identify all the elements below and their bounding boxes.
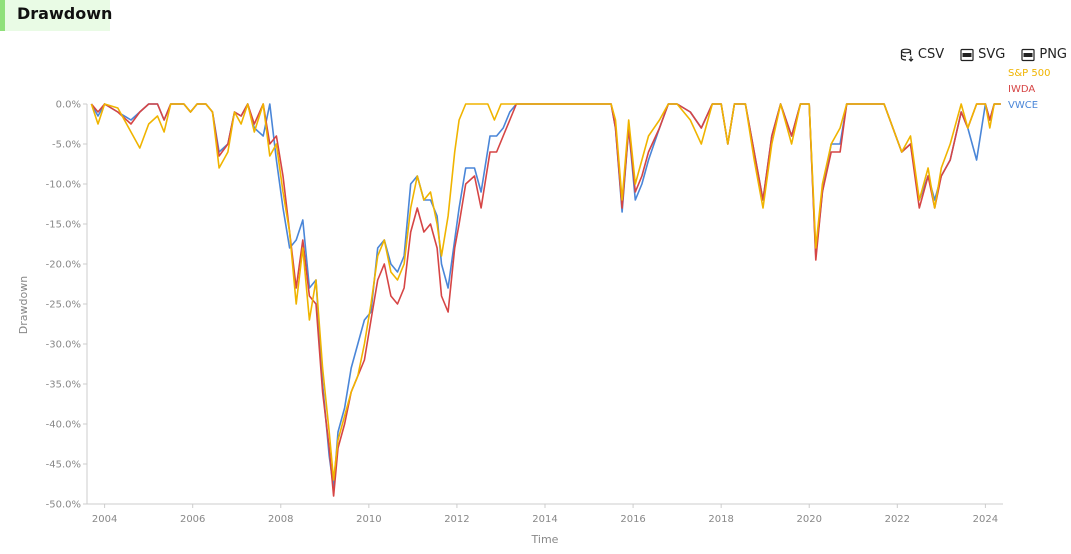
- y-axis-label: Drawdown: [17, 276, 30, 334]
- x-tick-label: 2020: [797, 514, 822, 525]
- series-line-s-p-500: [90, 103, 1001, 481]
- x-tick-label: 2004: [92, 514, 117, 525]
- x-tick-label: 2008: [268, 514, 293, 525]
- x-tick-label: 2022: [885, 514, 910, 525]
- y-tick-label: -25.0%: [46, 300, 81, 311]
- y-tick-label: -10.0%: [46, 180, 81, 191]
- png-file-icon: [1021, 48, 1035, 61]
- csv-button[interactable]: CSV: [900, 47, 944, 62]
- series-line-iwda: [90, 103, 1001, 497]
- y-tick-label: -35.0%: [46, 380, 81, 391]
- x-tick-label: 2006: [180, 514, 205, 525]
- series-line-vwce: [90, 103, 1001, 489]
- y-tick-label: -5.0%: [52, 140, 81, 151]
- y-tick-label: -50.0%: [46, 500, 81, 511]
- png-button[interactable]: PNG: [1021, 47, 1067, 62]
- x-tick-label: 2016: [620, 514, 645, 525]
- svg-label: SVG: [978, 47, 1006, 62]
- x-tick-label: 2018: [708, 514, 733, 525]
- x-tick-label: 2024: [973, 514, 998, 525]
- y-tick-label: -45.0%: [46, 460, 81, 471]
- svg-file-icon: [960, 48, 974, 61]
- database-icon: [900, 48, 914, 62]
- x-tick-label: 2014: [532, 514, 557, 525]
- legend-entry: VWCE: [1008, 100, 1038, 111]
- export-toolbar: CSV SVG PNG: [900, 47, 1067, 62]
- y-tick-label: -15.0%: [46, 220, 81, 231]
- csv-label: CSV: [917, 47, 945, 62]
- x-tick-label: 2012: [444, 514, 469, 525]
- legend-entry: S&P 500: [1008, 68, 1050, 79]
- title-tab: Drawdown: [0, 0, 113, 31]
- svg-button[interactable]: SVG: [960, 47, 1005, 62]
- legend-entry: IWDA: [1008, 84, 1035, 95]
- x-tick-label: 2010: [356, 514, 381, 525]
- png-label: PNG: [1039, 47, 1067, 62]
- y-tick-label: -20.0%: [46, 260, 81, 271]
- x-axis-label: Time: [531, 533, 559, 546]
- y-tick-label: -30.0%: [46, 340, 81, 351]
- y-tick-label: 0.0%: [56, 100, 81, 111]
- y-tick-label: -40.0%: [46, 420, 81, 431]
- page-title: Drawdown: [17, 4, 113, 23]
